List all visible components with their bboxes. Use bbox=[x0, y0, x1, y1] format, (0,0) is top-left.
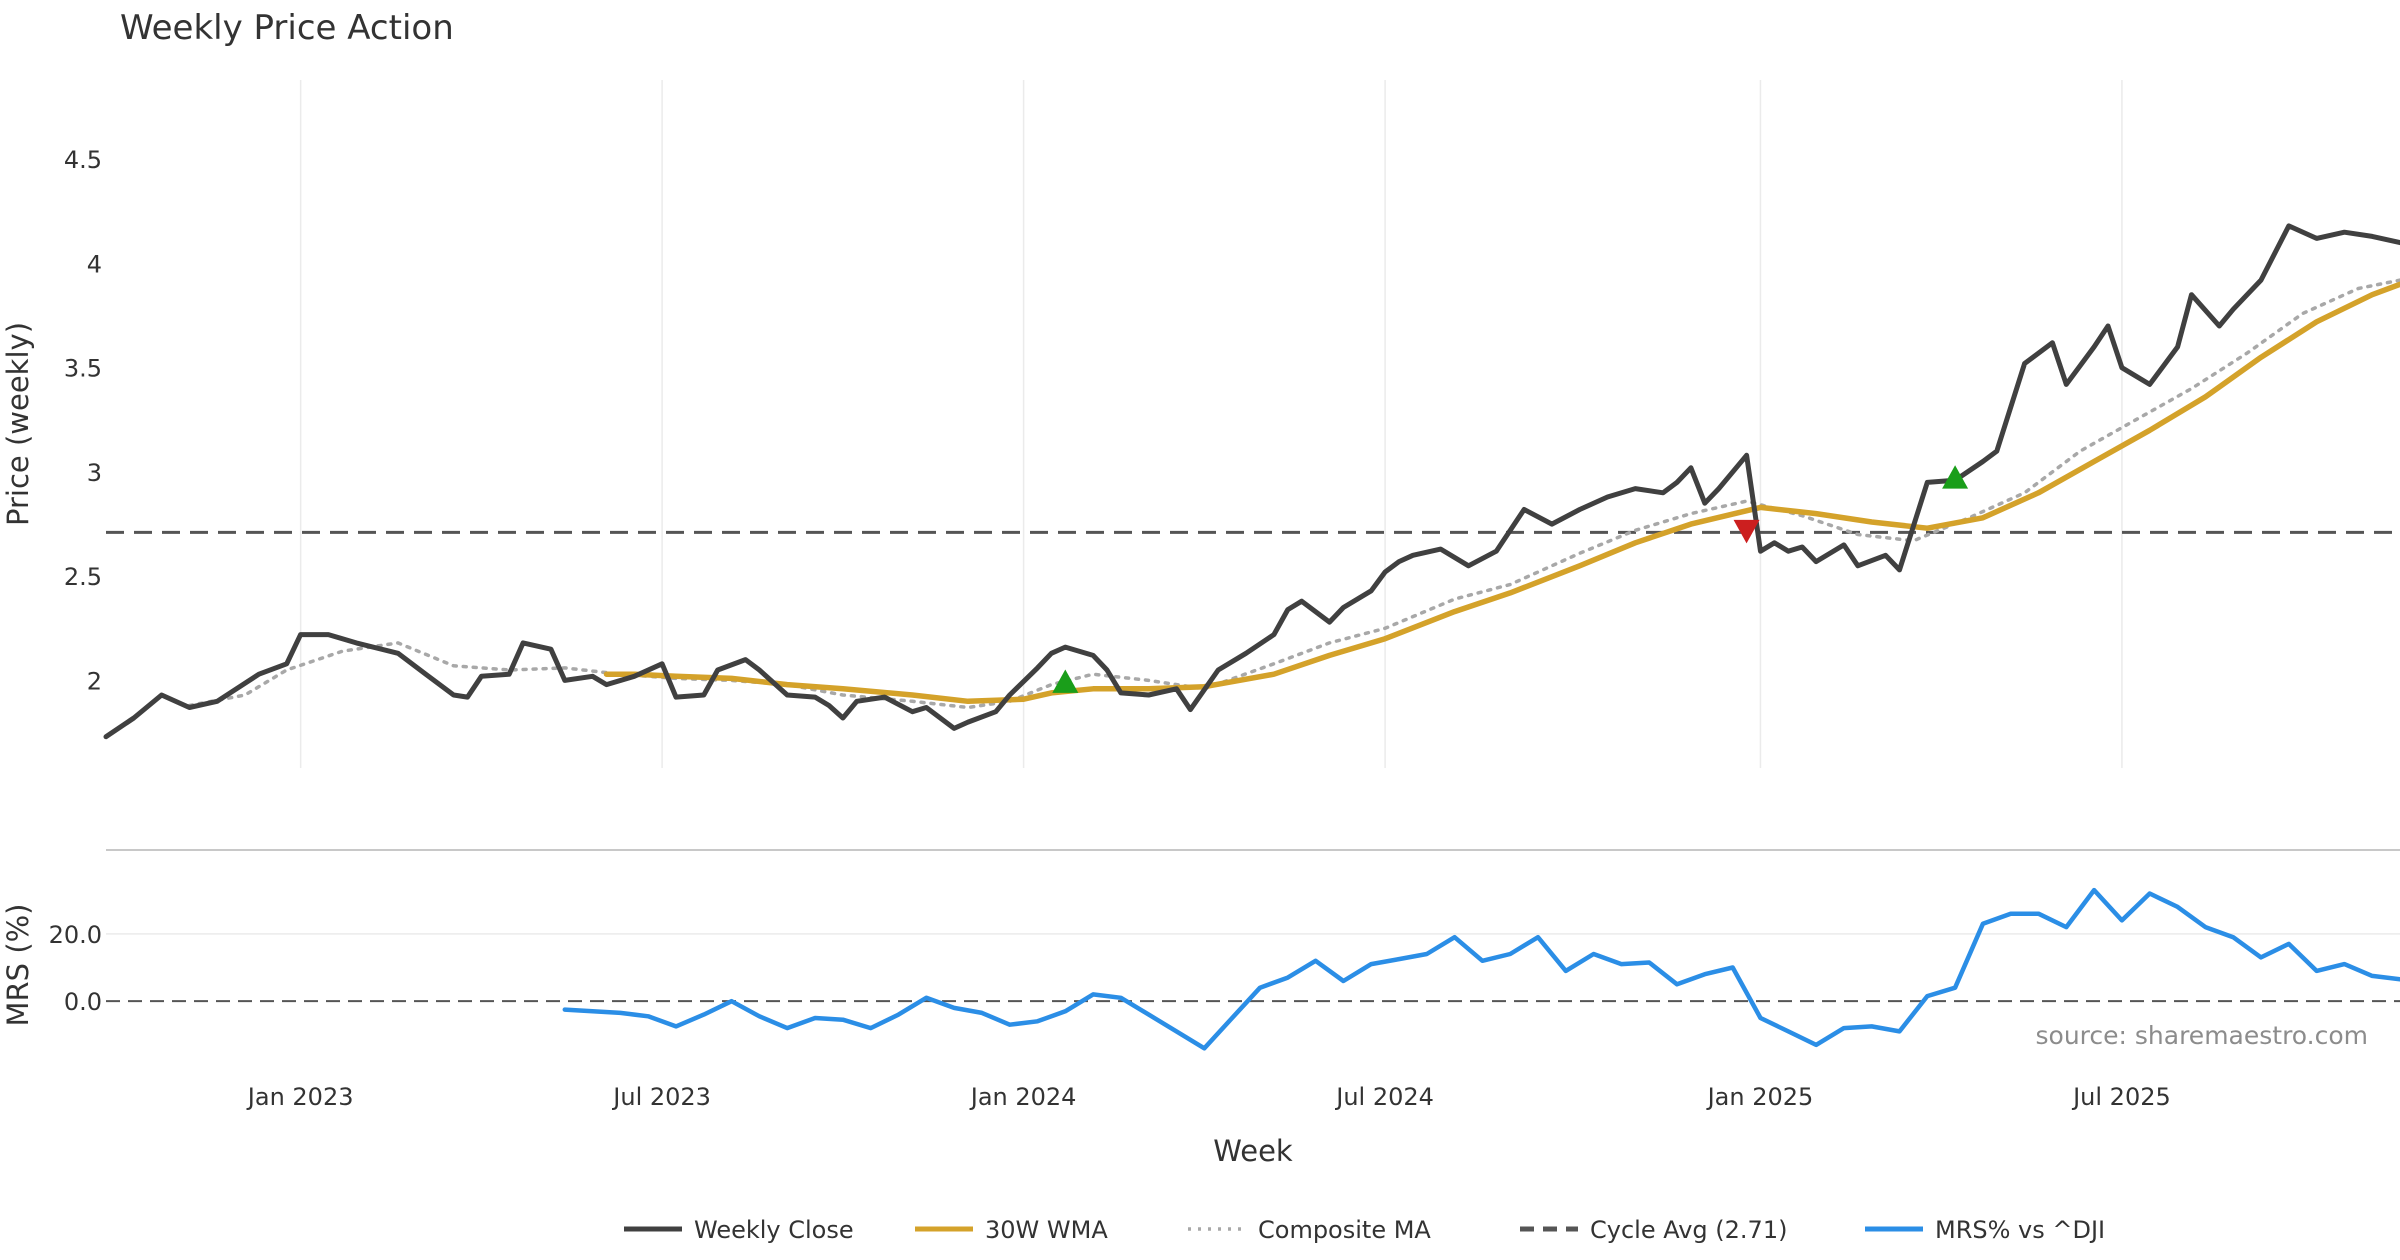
legend: Weekly Close 30W WMA Composite MA Cycle Avg… bbox=[624, 1216, 2105, 1244]
price-y-tick: 4.5 bbox=[64, 146, 102, 174]
buy-signal-marker bbox=[1942, 465, 1969, 489]
x-tick-jul-2025: Jul 2025 bbox=[2071, 1083, 2171, 1111]
series-composite-ma bbox=[187, 278, 2400, 710]
price-y-ticks: 2 2.5 3 3.5 4 4.5 bbox=[64, 146, 102, 695]
mrs-y-axis-label: MRS (%) bbox=[1, 904, 35, 1027]
price-y-tick: 3 bbox=[87, 459, 102, 487]
price-y-tick: 3.5 bbox=[64, 355, 102, 383]
legend-label: MRS% vs ^DJI bbox=[1935, 1216, 2105, 1244]
series-weekly-close bbox=[103, 223, 2400, 740]
series-mrs-vs-dji bbox=[562, 887, 2400, 1051]
series-30w-wma bbox=[603, 281, 2400, 705]
price-y-tick: 2 bbox=[87, 667, 102, 695]
legend-label: Cycle Avg (2.71) bbox=[1590, 1216, 1787, 1244]
x-tick-jan-2024: Jan 2024 bbox=[969, 1083, 1077, 1111]
x-tick-jan-2025: Jan 2025 bbox=[1706, 1083, 1814, 1111]
mrs-series-group bbox=[562, 887, 2400, 1051]
sell-signal-marker bbox=[1733, 519, 1760, 544]
source-credit: source: sharemaestro.com bbox=[2036, 1021, 2369, 1050]
legend-label: Composite MA bbox=[1258, 1216, 1431, 1244]
x-ticks: Jan 2023 Jul 2023 Jan 2024 Jul 2024 Jan 2025… bbox=[246, 1083, 2171, 1111]
price-y-tick: 2.5 bbox=[64, 563, 102, 591]
legend-item-cycle-avg-2-71: Cycle Avg (2.71) bbox=[1520, 1216, 1787, 1244]
price-grid bbox=[299, 80, 2123, 768]
legend-label: Weekly Close bbox=[694, 1216, 854, 1244]
x-tick-jan-2023: Jan 2023 bbox=[246, 1083, 354, 1111]
legend-item-mrs-vs-dji: MRS% vs ^DJI bbox=[1865, 1216, 2105, 1244]
price-y-tick: 4 bbox=[87, 250, 102, 278]
chart-title: Weekly Price Action bbox=[120, 8, 454, 48]
legend-item-30w-wma: 30W WMA bbox=[915, 1216, 1108, 1244]
buy-signal-marker bbox=[1052, 669, 1079, 693]
legend-item-composite-ma: Composite MA bbox=[1188, 1216, 1431, 1244]
x-tick-jul-2023: Jul 2023 bbox=[611, 1083, 711, 1111]
mrs-y-ticks: 0.0 20.0 bbox=[49, 921, 102, 1016]
legend-label: 30W WMA bbox=[985, 1216, 1108, 1244]
legend-item-weekly-close: Weekly Close bbox=[624, 1216, 854, 1244]
mrs-y-tick: 0.0 bbox=[64, 988, 102, 1016]
x-tick-jul-2024: Jul 2024 bbox=[1334, 1083, 1434, 1111]
price-series-group bbox=[103, 223, 2400, 740]
x-axis-label: Week bbox=[1213, 1134, 1293, 1168]
mrs-y-tick: 20.0 bbox=[49, 921, 102, 949]
price-y-axis-label: Price (weekly) bbox=[1, 322, 35, 526]
signal-markers bbox=[1052, 465, 1969, 693]
